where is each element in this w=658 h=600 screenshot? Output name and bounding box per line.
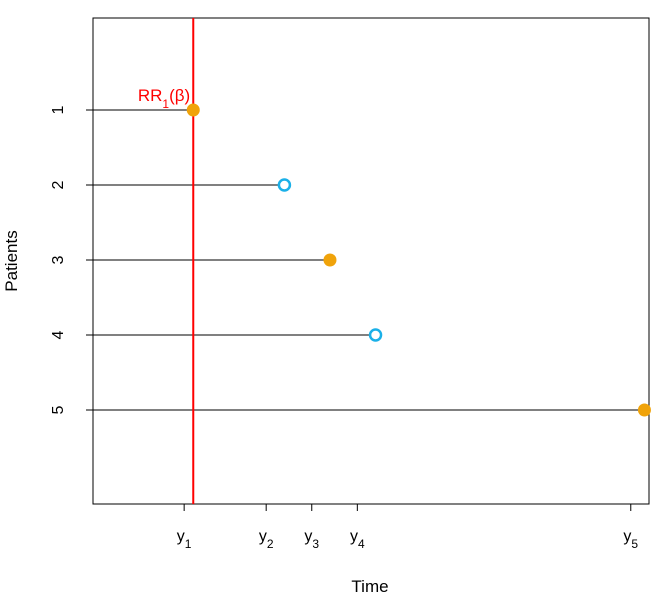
x-axis-label: Time xyxy=(351,577,388,596)
x-tick-label: y4 xyxy=(350,528,365,551)
y-axis-label: Patients xyxy=(2,230,21,291)
event-point xyxy=(323,253,337,267)
risk-set-label: RR1(β) xyxy=(138,86,190,111)
x-tick-label: y3 xyxy=(304,528,319,551)
y-tick-label: 3 xyxy=(50,255,67,264)
plot-frame xyxy=(92,17,650,505)
event-point xyxy=(186,103,200,117)
y-tick-label: 1 xyxy=(50,105,67,114)
censored-point xyxy=(277,178,292,192)
y-tick-label: 2 xyxy=(50,180,67,189)
y-tick-label: 5 xyxy=(50,405,67,414)
x-tick-label: y1 xyxy=(177,528,192,551)
x-tick-label: y5 xyxy=(623,528,638,551)
y-tick-label: 4 xyxy=(50,330,67,339)
event-point xyxy=(637,403,651,417)
x-tick-label: y2 xyxy=(259,528,274,551)
censored-point xyxy=(368,328,383,342)
